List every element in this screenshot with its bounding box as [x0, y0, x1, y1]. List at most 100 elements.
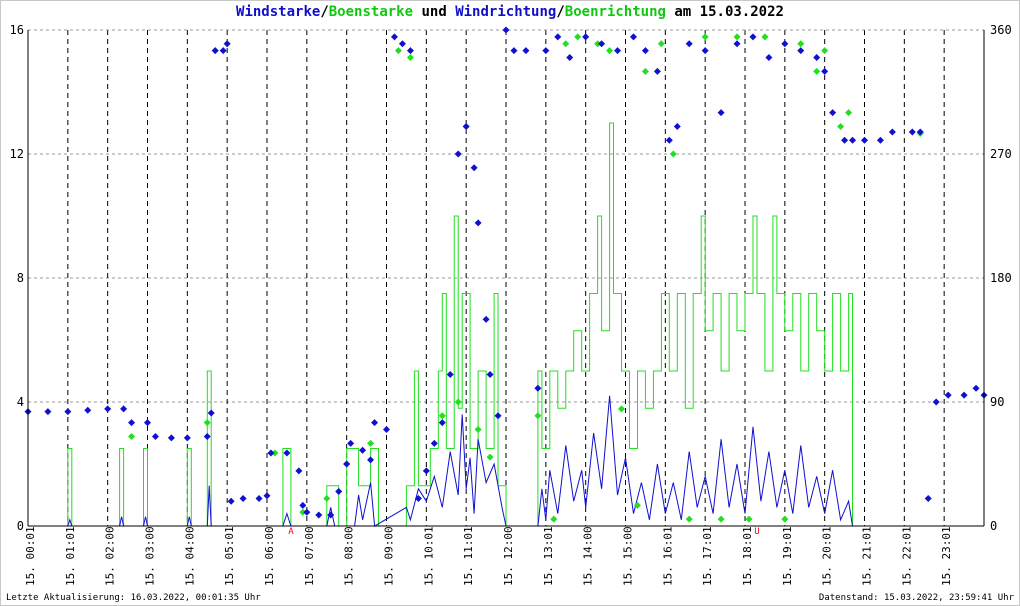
y-left-tick-label: 0	[17, 519, 24, 533]
boenrichtung-point	[837, 122, 845, 130]
windrichtung-point	[104, 405, 112, 413]
windrichtung-point	[821, 67, 829, 75]
windrichtung-point	[960, 391, 968, 399]
windrichtung-point	[598, 40, 606, 48]
windrichtung-point	[685, 40, 693, 48]
windrichtung-point	[335, 488, 343, 496]
title-windrichtung: Windrichtung	[455, 4, 557, 20]
x-tick-label: 15. 07:00	[303, 526, 316, 586]
windrichtung-point	[653, 67, 661, 75]
windrichtung-point	[211, 47, 219, 55]
windrichtung-point	[665, 136, 673, 144]
boenrichtung-point	[574, 33, 582, 41]
windrichtung-point	[128, 419, 136, 427]
x-tick-label: 15. 21:01	[861, 526, 874, 586]
windrichtung-point	[462, 122, 470, 130]
windrichtung-point	[797, 47, 805, 55]
windrichtung-point	[510, 47, 518, 55]
windrichtung-point	[430, 439, 438, 447]
boenrichtung-point	[474, 426, 482, 434]
windrichtung-point	[367, 456, 375, 464]
windrichtung-point	[494, 412, 502, 420]
windrichtung-point	[84, 406, 92, 414]
windrichtung-point	[283, 449, 291, 457]
windrichtung-point	[542, 47, 550, 55]
windrichtung-point	[888, 128, 896, 136]
x-tick-label: 15. 01:01	[64, 526, 77, 586]
boenrichtung-point	[550, 515, 558, 523]
windrichtung-point	[733, 40, 741, 48]
windrichtung-point	[673, 122, 681, 130]
windrichtung-point	[829, 109, 837, 117]
windrichtung-point	[781, 40, 789, 48]
x-tick-label: 15. 10:01	[422, 526, 435, 586]
boenrichtung-point	[813, 67, 821, 75]
data-status-text: Datenstand: 15.03.2022, 23:59:41 Uhr	[818, 593, 1014, 603]
y-left-tick-label: 16	[10, 23, 24, 37]
title-windstarke: Windstarke	[236, 4, 321, 20]
windrichtung-point	[454, 150, 462, 158]
series-layer	[24, 26, 988, 527]
boenrichtung-point	[606, 47, 614, 55]
boenrichtung-point	[394, 47, 402, 55]
windrichtung-point	[239, 494, 247, 502]
windrichtung-point	[614, 47, 622, 55]
boenrichtung-point	[486, 453, 494, 461]
windrichtung-point	[813, 54, 821, 62]
boenrichtung-point	[745, 515, 753, 523]
boenrichtung-point	[633, 501, 641, 509]
boenrichtung-point	[821, 47, 829, 55]
windrichtung-point	[343, 460, 351, 468]
windrichtung-point	[295, 467, 303, 475]
boenrichtung-point	[271, 449, 279, 457]
x-tick-label: 15. 18:01	[741, 526, 754, 586]
x-tick-label: 15. 02:00	[104, 526, 117, 586]
windrichtung-point	[701, 47, 709, 55]
boenrichtung-point	[438, 412, 446, 420]
boenrichtung-point	[323, 494, 331, 502]
boenstarke-line	[28, 122, 984, 527]
windrichtung-point	[303, 508, 311, 516]
windrichtung-point	[972, 384, 980, 392]
x-tick-label: 15. 03:00	[144, 526, 157, 586]
windrichtung-point	[151, 432, 159, 440]
y-right-tick-label: 360	[990, 23, 1012, 37]
boenrichtung-point	[203, 419, 211, 427]
boenrichtung-point	[733, 33, 741, 41]
windrichtung-point	[470, 164, 478, 172]
x-tick-label: 15. 17:01	[701, 526, 714, 586]
windrichtung-point	[924, 494, 932, 502]
windrichtung-point	[749, 33, 757, 41]
windrichtung-point	[347, 439, 355, 447]
windrichtung-point	[474, 219, 482, 227]
windrichtung-point	[414, 494, 422, 502]
windrichtung-point	[482, 315, 490, 323]
boenrichtung-point	[761, 33, 769, 41]
windrichtung-point	[359, 446, 367, 454]
boenrichtung-point	[454, 398, 462, 406]
boenrichtung-point	[128, 432, 136, 440]
boenrichtung-point	[534, 412, 542, 420]
windrichtung-point	[267, 449, 275, 457]
x-tick-label: 15. 12:00	[502, 526, 515, 586]
x-tick-label: 15. 05:01	[223, 526, 236, 586]
y-left-tick-label: 4	[17, 395, 24, 409]
windrichtung-point	[861, 136, 868, 144]
boenrichtung-point	[669, 150, 677, 158]
windrichtung-point	[299, 501, 307, 509]
windrichtung-point	[255, 494, 263, 502]
boenrichtung-point	[641, 67, 649, 75]
y-left-tick-label: 8	[17, 271, 24, 285]
windrichtung-point	[641, 47, 649, 55]
windrichtung-point	[203, 432, 211, 440]
windrichtung-point	[223, 40, 231, 48]
windrichtung-point	[390, 33, 398, 41]
windrichtung-point	[908, 128, 916, 136]
windrichtung-point	[144, 419, 151, 427]
windrichtung-point	[422, 467, 430, 475]
boenrichtung-point	[845, 109, 853, 117]
windrichtung-point	[916, 128, 924, 136]
windrichtung-point	[554, 33, 562, 41]
windrichtung-point	[629, 33, 637, 41]
boenrichtung-point	[781, 515, 789, 523]
